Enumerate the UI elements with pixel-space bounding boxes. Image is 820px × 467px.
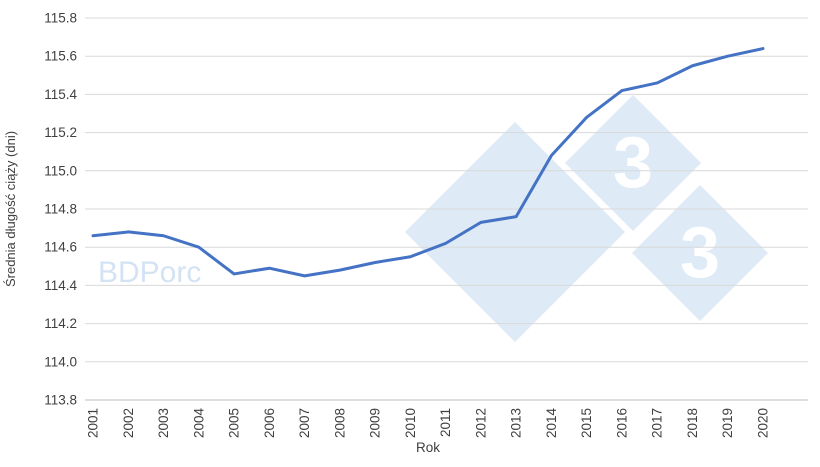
y-tick-label: 114.6 [44, 240, 77, 255]
y-tick-label: 115.6 [44, 49, 77, 64]
watermark-diamond-large [405, 122, 625, 342]
y-axis-title: Średnia długość ciąży (dni) [3, 131, 18, 287]
x-tick-label: 2018 [685, 408, 700, 438]
y-tick-label: 114.0 [44, 354, 77, 369]
x-tick-label: 2011 [438, 408, 453, 437]
x-tick-label: 2019 [720, 408, 735, 438]
y-tick-label: 115.2 [44, 125, 77, 140]
x-tick-label: 2004 [191, 408, 206, 439]
x-tick-label: 2010 [403, 408, 418, 438]
x-tick-label: 2009 [368, 408, 383, 438]
y-tick-label: 115.4 [44, 87, 77, 102]
x-tick-label: 2015 [579, 408, 594, 438]
watermark-diamond-bottom [632, 185, 768, 321]
x-tick-label: 2002 [121, 408, 136, 438]
x-tick-label: 2005 [227, 408, 242, 438]
watermark-bdporc-label: BDPorc [98, 256, 201, 289]
watermark-digit-3-top: 3 [613, 123, 653, 203]
x-tick-label: 2012 [473, 408, 488, 438]
y-tick-label: 115.0 [44, 163, 77, 178]
y-tick-label: 114.4 [44, 278, 77, 293]
x-tick-label: 2001 [86, 408, 101, 438]
x-tick-label: 2003 [156, 408, 171, 438]
series-line-gestation [91, 47, 765, 278]
x-axis-title: Rok [416, 440, 440, 455]
y-tick-label: 115.8 [44, 11, 77, 26]
x-tick-label: 2013 [509, 408, 524, 438]
x-tick-label: 2006 [262, 408, 277, 438]
x-tick-label: 2007 [297, 408, 312, 438]
y-tick-label: 114.2 [44, 316, 77, 331]
y-tick-label: 113.8 [44, 393, 77, 408]
x-tick-label: 2008 [332, 408, 347, 438]
watermark-digit-3-bottom: 3 [680, 213, 720, 293]
x-tick-label: 2017 [650, 408, 665, 438]
x-tick-label: 2014 [544, 408, 559, 439]
x-tick-label: 2020 [756, 408, 771, 438]
x-tick-label: 2016 [614, 408, 629, 438]
y-tick-label: 114.8 [44, 202, 77, 217]
watermark-diamond-top [565, 95, 701, 231]
